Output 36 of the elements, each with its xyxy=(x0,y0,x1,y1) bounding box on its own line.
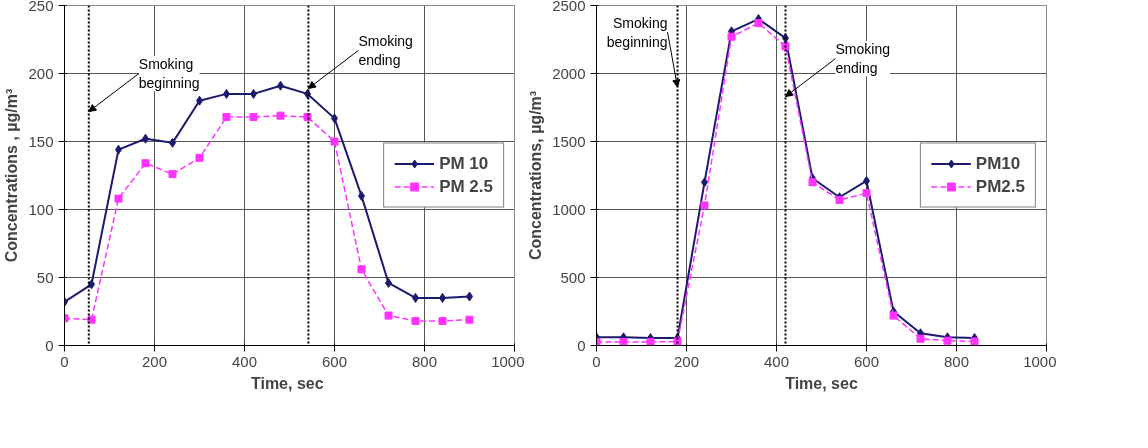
x-tick-label: 1000 xyxy=(491,352,525,370)
x-tick-label: 400 xyxy=(763,352,790,370)
legend-label: PM 10 xyxy=(439,153,489,174)
y-tick-label: 50 xyxy=(36,268,54,286)
annotation: Smoking beginning xyxy=(606,14,668,50)
y-tick-label: 200 xyxy=(28,64,54,82)
y-axis-title: Concentrations, µg/m³ xyxy=(527,90,545,261)
x-tick-label: 200 xyxy=(141,352,168,370)
legend-label: PM 2.5 xyxy=(439,176,493,197)
x-tick-label: 600 xyxy=(321,352,348,370)
legend-label: PM2.5 xyxy=(975,176,1025,197)
y-axis-title: Concentrations , µg/m³ xyxy=(3,88,21,263)
y-tick-label: 1000 xyxy=(552,200,586,218)
y-tick-label: 2000 xyxy=(552,64,586,82)
annotation: Smoking beginning xyxy=(138,55,200,92)
annotation: Smoking ending xyxy=(358,32,413,69)
x-axis-title: Time, sec xyxy=(785,374,858,392)
y-tick-label: 0 xyxy=(45,336,54,354)
x-tick-label: 200 xyxy=(673,352,700,370)
y-tick-label: 150 xyxy=(28,132,54,150)
x-tick-label: 0 xyxy=(592,352,601,370)
legend-label: PM10 xyxy=(975,153,1021,174)
y-tick-label: 250 xyxy=(28,0,54,14)
y-tick-label: 2500 xyxy=(552,0,586,14)
x-tick-label: 800 xyxy=(943,352,970,370)
y-tick-label: 0 xyxy=(577,336,586,354)
annotation: Smoking ending xyxy=(835,41,890,77)
x-tick-label: 600 xyxy=(853,352,880,370)
x-tick-label: 800 xyxy=(411,352,438,370)
x-tick-label: 1000 xyxy=(1023,352,1057,370)
y-tick-label: 1500 xyxy=(552,132,586,150)
x-tick-label: 400 xyxy=(231,352,258,370)
x-tick-label: 0 xyxy=(60,352,69,370)
y-tick-label: 100 xyxy=(28,200,54,218)
y-tick-label: 500 xyxy=(560,268,586,286)
x-axis-title: Time, sec xyxy=(250,374,324,392)
